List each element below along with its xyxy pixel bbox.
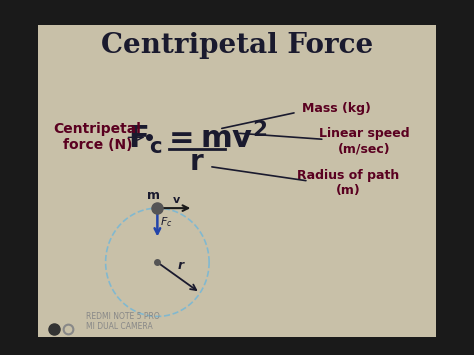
Text: Mass (kg): Mass (kg) bbox=[302, 102, 371, 115]
Text: v: v bbox=[173, 195, 181, 205]
Text: Radius of path
(m): Radius of path (m) bbox=[297, 169, 400, 197]
Text: Linear speed
(m/sec): Linear speed (m/sec) bbox=[319, 127, 410, 155]
Text: $\mathbf{r}$: $\mathbf{r}$ bbox=[190, 149, 205, 176]
Text: Centripetal
force (N): Centripetal force (N) bbox=[54, 122, 142, 152]
Text: REDMI NOTE 5 PRO
MI DUAL CAMERA: REDMI NOTE 5 PRO MI DUAL CAMERA bbox=[86, 312, 159, 331]
Text: Centripetal Force: Centripetal Force bbox=[101, 32, 373, 59]
Text: r: r bbox=[177, 258, 183, 272]
Text: $\mathbf{F_c = mv^2}$: $\mathbf{F_c = mv^2}$ bbox=[128, 119, 267, 156]
Text: $F_c$: $F_c$ bbox=[160, 215, 173, 229]
Text: m: m bbox=[147, 189, 160, 202]
